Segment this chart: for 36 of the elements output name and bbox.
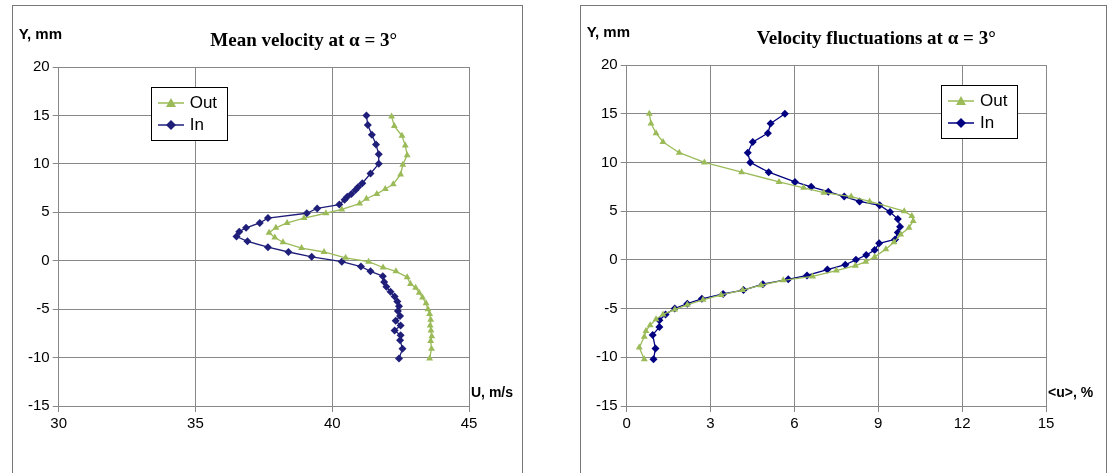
x-tick-label: 6 <box>790 414 799 432</box>
y-tick-label: -10 <box>27 347 50 365</box>
legend-label: In <box>980 113 995 133</box>
y-tick-label: 20 <box>600 55 618 73</box>
y-tick-label: 10 <box>32 154 50 171</box>
y-tick-label: -5 <box>604 298 618 316</box>
chart-title: Velocity fluctuations at α = 3° <box>756 27 996 49</box>
x-tick-label: 3 <box>706 414 715 432</box>
y-tick-label: -10 <box>595 347 618 365</box>
y-tick-label: 5 <box>609 201 618 219</box>
y-axis-title: Y, mm <box>586 23 631 40</box>
x-tick-label: 0 <box>622 414 631 432</box>
y-tick-label: 5 <box>41 202 50 220</box>
y-tick-label: 15 <box>600 103 618 121</box>
x-tick-label: 30 <box>50 414 68 432</box>
y-axis-title: Y, mm <box>18 25 63 42</box>
x-axis-title: <u>, % <box>1048 384 1094 400</box>
y-tick-label: 10 <box>600 152 618 170</box>
y-tick-label: -5 <box>36 299 50 317</box>
x-axis-title: U, m/s <box>471 384 514 400</box>
x-tick-label: 40 <box>323 414 341 432</box>
x-tick-label: 12 <box>953 414 971 432</box>
legend-label: Out <box>189 93 218 113</box>
y-tick-label: 0 <box>609 250 618 267</box>
x-tick-label: 45 <box>460 414 478 432</box>
x-tick-label: 35 <box>187 414 204 432</box>
y-tick-label: 20 <box>32 57 50 75</box>
y-tick-label: 15 <box>32 105 50 123</box>
legend-label: In <box>189 115 204 135</box>
y-tick-label: 0 <box>41 250 50 268</box>
x-tick-label: 9 <box>874 414 883 432</box>
x-tick-label: 15 <box>1037 414 1055 432</box>
y-tick-label: -15 <box>595 396 618 414</box>
legend-label: Out <box>980 91 1008 111</box>
chart-title: Mean velocity at α = 3° <box>210 29 398 51</box>
y-tick-label: -15 <box>27 396 50 414</box>
